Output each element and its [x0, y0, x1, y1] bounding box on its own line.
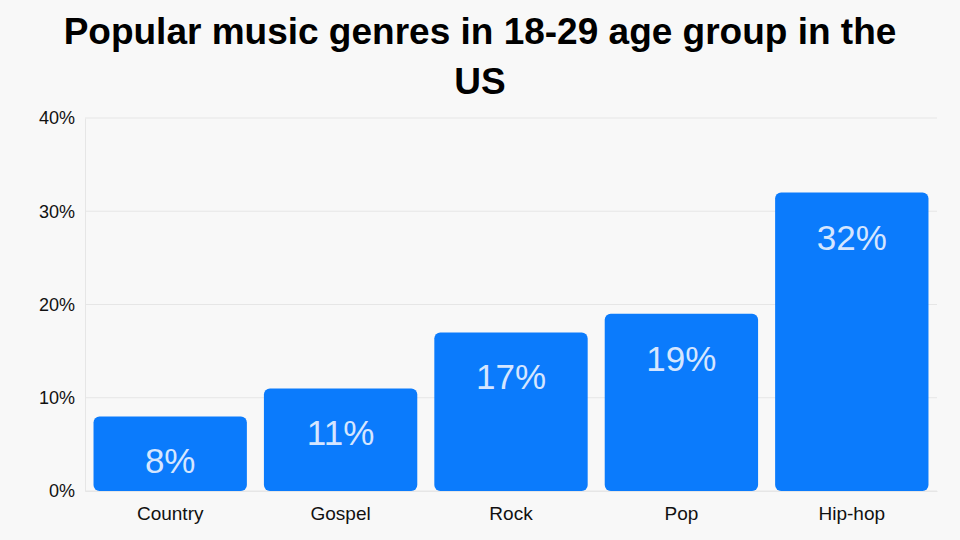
x-tick: Country	[137, 491, 204, 524]
y-tick: 30%	[39, 202, 85, 222]
title: Popular music genres in 18-29 age group …	[64, 11, 897, 102]
x-tick: Hip-hop	[819, 491, 886, 524]
x-tick: Pop	[664, 491, 698, 524]
data-label: 17%	[476, 357, 546, 396]
bar	[434, 332, 587, 491]
data-labels: 8% 11% 17% 19% 32%	[145, 218, 887, 481]
y-tick: 40%	[39, 108, 85, 128]
bar	[94, 416, 247, 491]
bar	[605, 314, 758, 491]
y-tick-label: 0%	[49, 481, 75, 501]
y-tick: 10%	[39, 388, 85, 408]
y-tick: 0%	[49, 481, 85, 501]
background	[0, 0, 960, 540]
x-tick-label: Gospel	[310, 503, 370, 524]
bar	[775, 193, 928, 491]
data-label: 8%	[145, 441, 196, 480]
x-tick-label: Hip-hop	[819, 503, 886, 524]
y-axis: 0% 10% 20% 30% 40%	[39, 108, 86, 501]
bar	[264, 388, 417, 491]
x-axis-line	[86, 491, 938, 492]
x-tick: Gospel	[310, 491, 370, 524]
bars	[94, 193, 929, 491]
x-tick-label: Rock	[489, 503, 533, 524]
x-tick-label: Pop	[664, 503, 698, 524]
grid	[85, 118, 937, 491]
x-tick: Rock	[489, 491, 533, 524]
chart: Popular music genres in 18-29 age group …	[0, 0, 960, 540]
data-label: 19%	[646, 339, 716, 378]
x-axis: Country Gospel Rock Pop Hip-hop	[86, 491, 938, 524]
y-tick-label: 30%	[39, 202, 75, 222]
data-label: 11%	[307, 413, 374, 452]
x-tick-label: Country	[137, 503, 204, 524]
y-tick: 20%	[39, 295, 85, 315]
y-tick-label: 20%	[39, 295, 75, 315]
grid-line	[85, 118, 937, 119]
y-axis-line	[85, 119, 86, 492]
y-tick-label: 10%	[39, 388, 75, 408]
y-tick-label: 40%	[39, 108, 75, 128]
data-label: 32%	[817, 218, 887, 257]
